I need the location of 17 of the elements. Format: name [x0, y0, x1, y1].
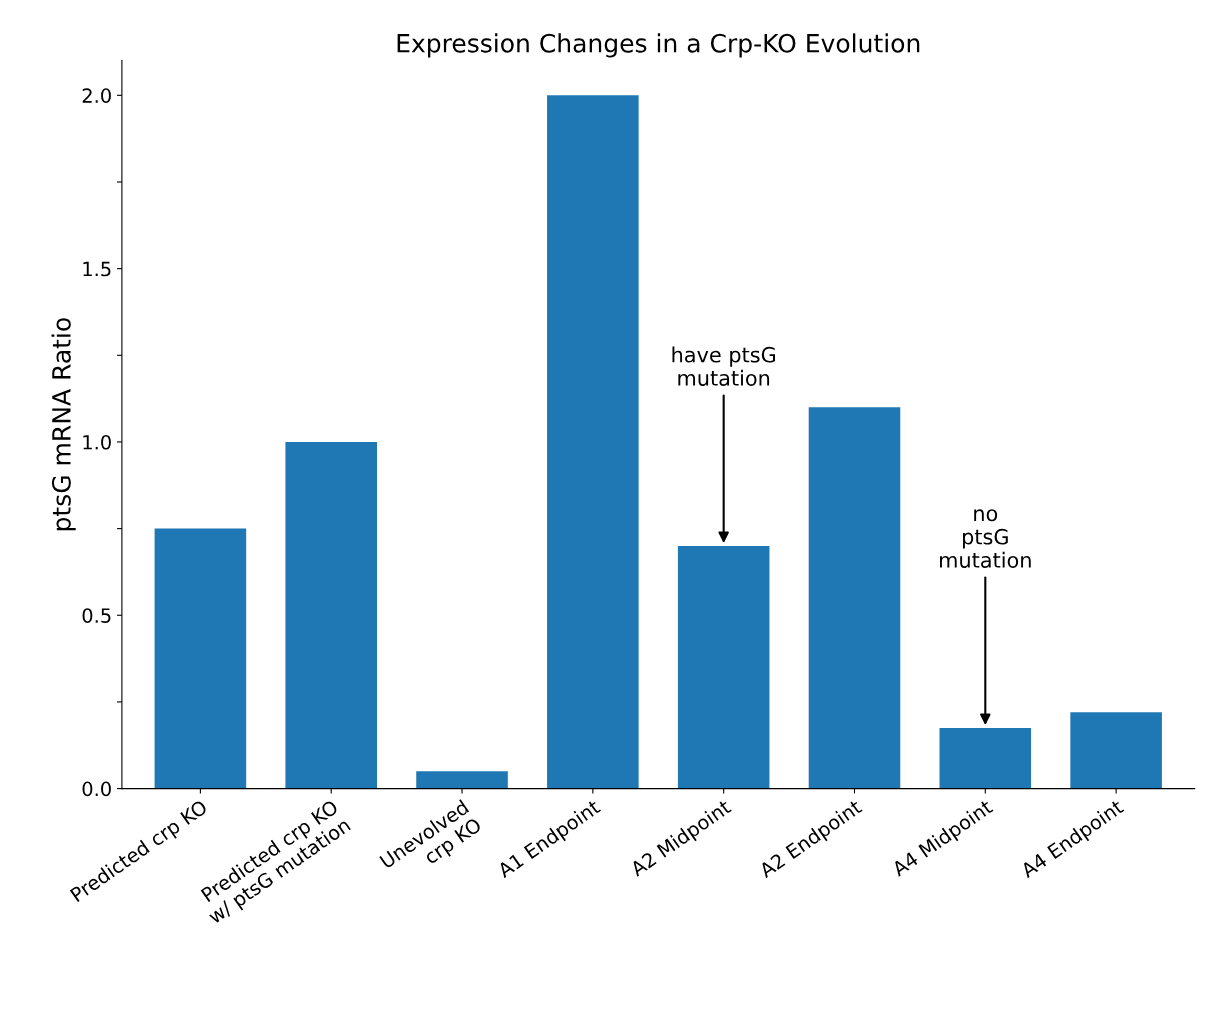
- bar: [677, 545, 770, 789]
- bar: [808, 407, 901, 789]
- y-tick-label: 1.0: [83, 434, 111, 450]
- y-tick-label: 1.5: [83, 261, 111, 277]
- y-tick-label: 0.5: [82, 608, 111, 623]
- annotation: have ptsG mutation: [672, 346, 776, 386]
- bar: [285, 441, 377, 789]
- bar: [1070, 712, 1162, 789]
- y-tick-label: 0.0: [82, 781, 111, 797]
- bar: [939, 727, 1032, 789]
- y-tick-label: 2.0: [82, 88, 111, 103]
- bar: [547, 95, 639, 789]
- annotation: no ptsG mutation: [940, 509, 1031, 568]
- y-axis-title: ptsG mRNA Ratio: [51, 318, 76, 531]
- bar: [154, 528, 247, 789]
- chart-title: Expression Changes in a Crp-KO Evolution: [397, 33, 920, 58]
- bar: [416, 771, 508, 789]
